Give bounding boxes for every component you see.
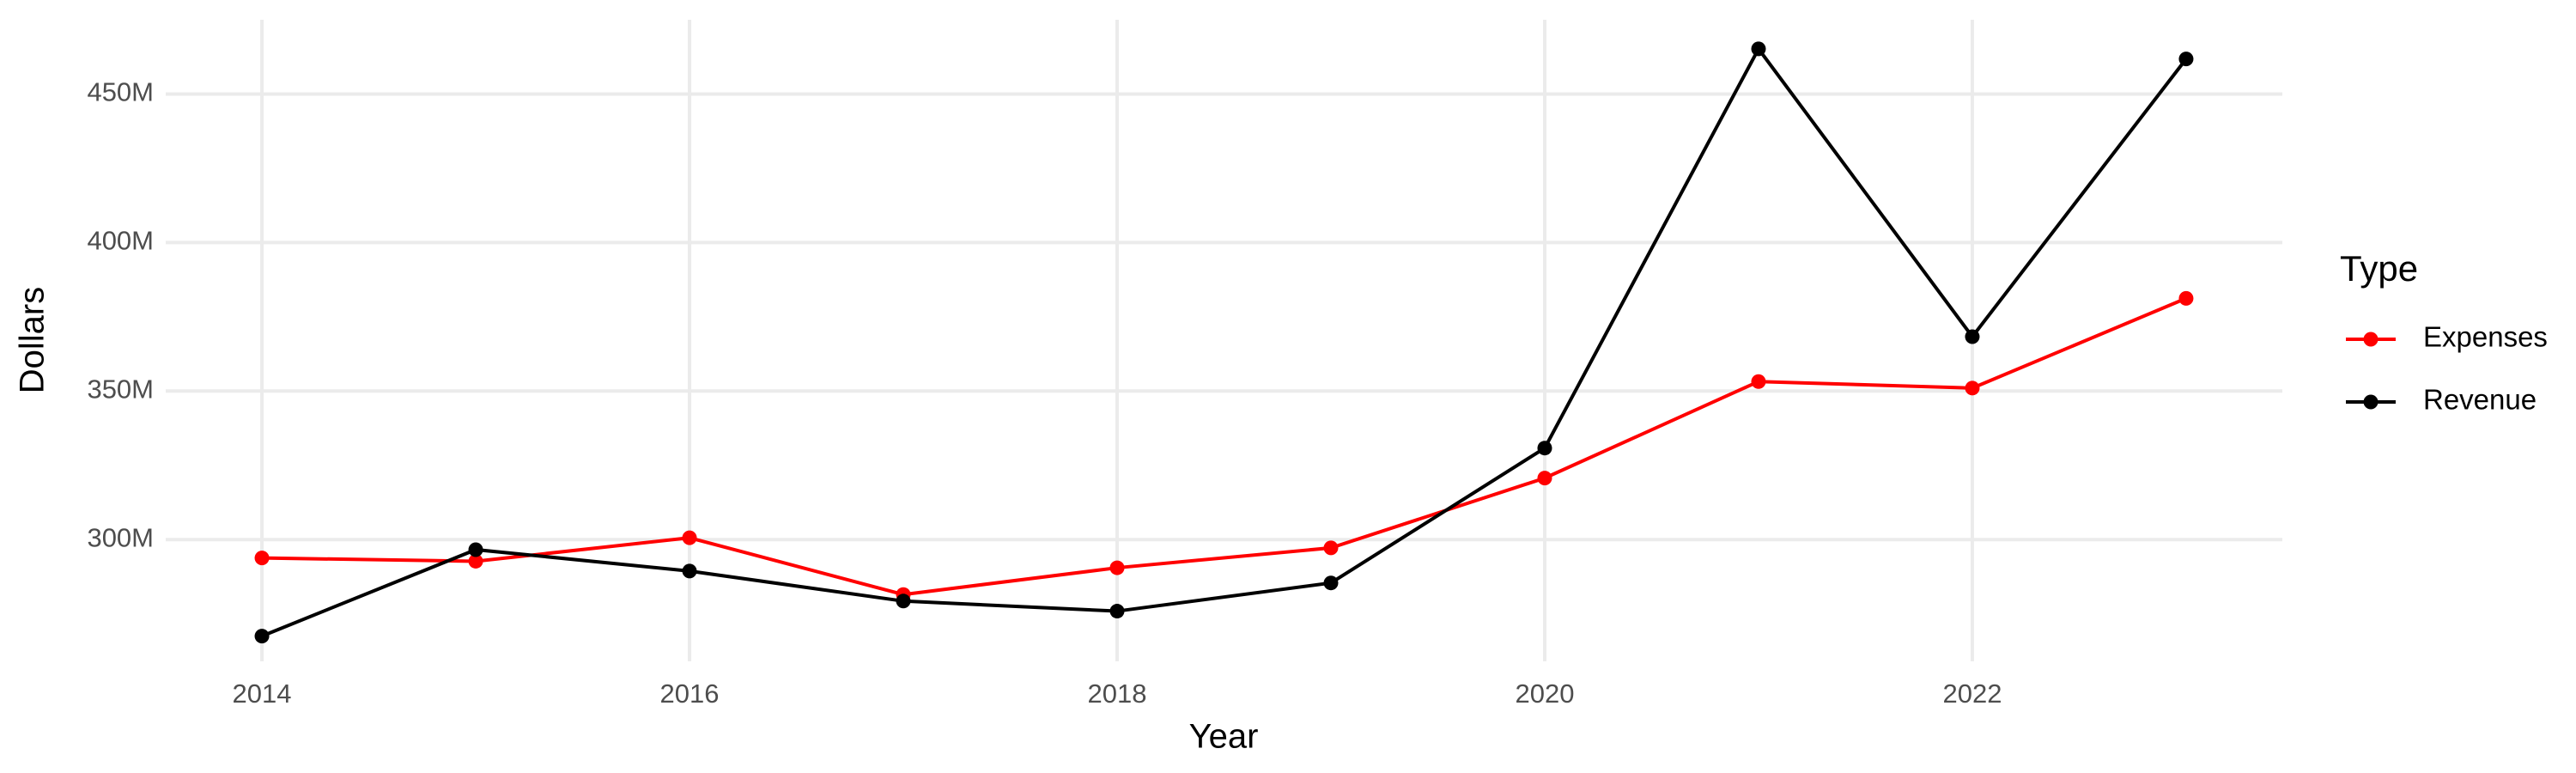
- data-point: [1323, 540, 1339, 556]
- data-point: [1537, 471, 1552, 486]
- x-tick-label: 2016: [660, 679, 720, 709]
- data-point: [1751, 41, 1766, 57]
- x-axis-title: Year: [1189, 718, 1259, 756]
- data-point: [1751, 374, 1766, 389]
- data-point: [1109, 560, 1125, 575]
- legend-marker: [2363, 394, 2379, 410]
- series-line: [262, 296, 2187, 597]
- data-point: [1965, 329, 1980, 344]
- data-point: [896, 593, 911, 609]
- x-tick-label: 2022: [1942, 679, 2002, 709]
- series-line: [261, 46, 2188, 638]
- data-point: [468, 542, 483, 557]
- data-point: [682, 530, 697, 545]
- data-point: [1965, 380, 1980, 396]
- data-point: [682, 563, 697, 579]
- y-tick-label: 400M: [87, 226, 154, 256]
- legend-label: Revenue: [2423, 384, 2537, 416]
- y-axis-title: Dollars: [14, 287, 52, 393]
- data-point: [254, 551, 270, 566]
- legend-marker: [2363, 332, 2379, 347]
- data-point: [1109, 604, 1125, 619]
- y-tick-label: 350M: [87, 374, 154, 404]
- data-point: [1323, 575, 1339, 591]
- data-point: [254, 629, 270, 644]
- x-tick-label: 2014: [233, 679, 292, 709]
- data-point: [2178, 52, 2194, 67]
- y-tick-label: 300M: [87, 522, 154, 552]
- data-point: [468, 553, 483, 569]
- x-tick-label: 2020: [1516, 679, 1575, 709]
- legend-title: Type: [2340, 248, 2418, 289]
- x-tick-label: 2018: [1088, 679, 1147, 709]
- legend-label: Expenses: [2423, 321, 2548, 353]
- data-point: [2178, 290, 2194, 306]
- data-point: [1537, 441, 1552, 456]
- y-tick-label: 450M: [87, 77, 154, 107]
